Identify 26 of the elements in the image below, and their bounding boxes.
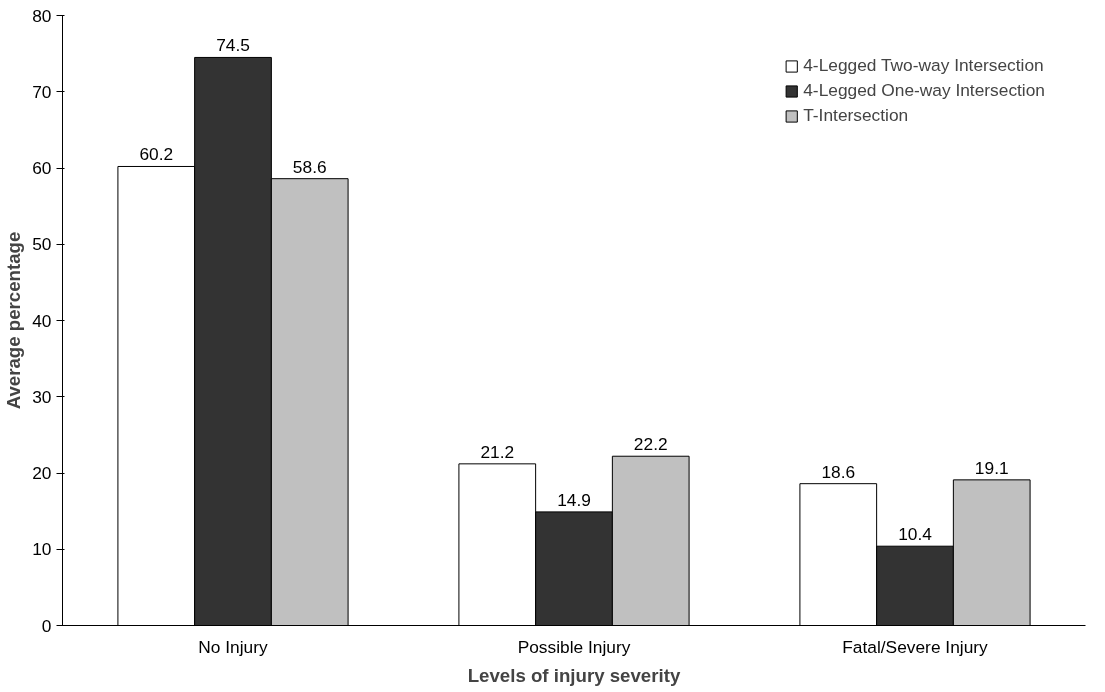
y-tick-label: 60 xyxy=(32,158,52,178)
data-label: 19.1 xyxy=(974,457,1009,478)
data-label: 18.6 xyxy=(821,461,856,482)
data-label: 60.2 xyxy=(139,144,174,165)
y-tick-label: 10 xyxy=(32,539,52,560)
y-tick-label: 30 xyxy=(32,386,52,407)
y-tick-label: 20 xyxy=(32,463,52,483)
data-label: 58.6 xyxy=(292,156,327,177)
legend-label: 4-Legged Two-way Intersection xyxy=(803,55,1044,76)
data-label: 21.2 xyxy=(480,441,515,462)
x-tick-label: No Injury xyxy=(198,636,268,657)
x-tick-label: Fatal/Severe Injury xyxy=(842,636,989,657)
data-label: 22.2 xyxy=(633,434,668,455)
x-tick-label: Possible Injury xyxy=(517,636,631,657)
y-axis-title: Average percentage xyxy=(3,231,25,410)
legend-label: T-Intersection xyxy=(803,105,909,126)
y-tick-label: 50 xyxy=(32,234,52,255)
legend-label: 4-Legged One-way Intersection xyxy=(803,80,1045,101)
data-label: 14.9 xyxy=(557,489,591,510)
data-label: 74.5 xyxy=(216,35,250,56)
data-label: 10.4 xyxy=(898,524,933,545)
y-tick-label: 40 xyxy=(32,310,52,331)
y-tick-label: 0 xyxy=(41,615,52,636)
y-tick-label: 70 xyxy=(32,81,52,102)
y-tick-label: 80 xyxy=(32,5,52,26)
x-axis-title: Levels of injury severity xyxy=(467,664,681,686)
